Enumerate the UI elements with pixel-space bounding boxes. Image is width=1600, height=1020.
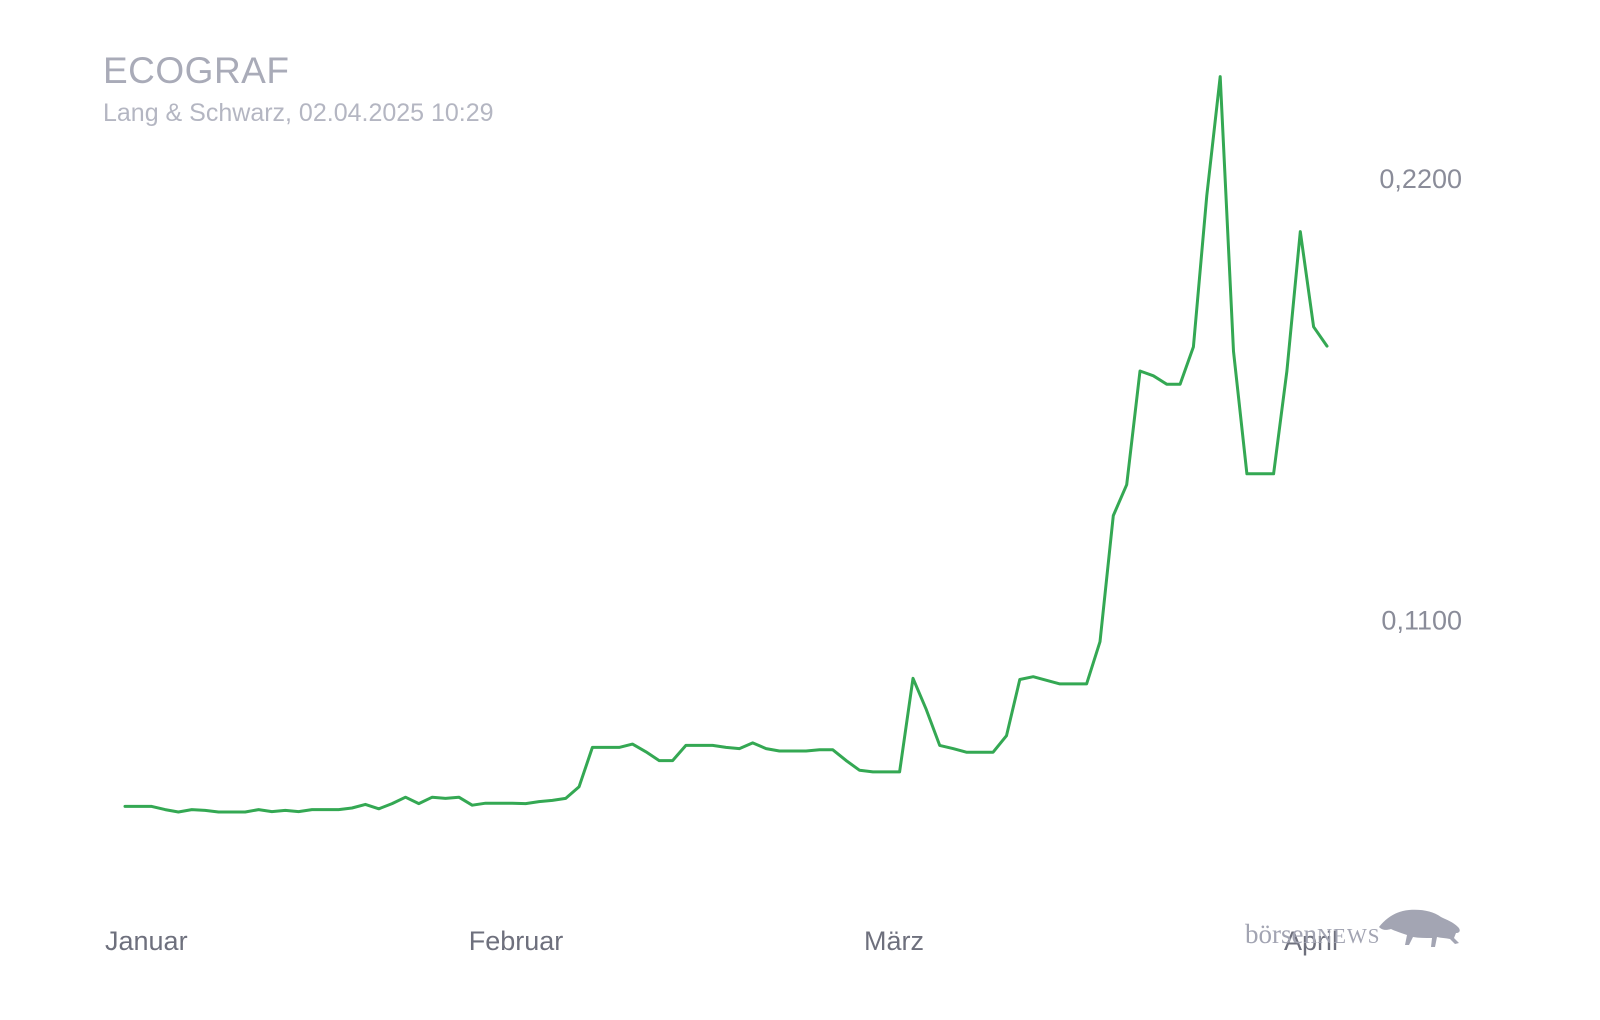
- y-tick-label: 0,2200: [1379, 164, 1462, 194]
- y-tick-label: 0,1100: [1381, 606, 1462, 636]
- chart-subtitle: Lang & Schwarz, 02.04.2025 10:29: [103, 99, 494, 127]
- brand-wordmark: börsenNEWS: [1245, 919, 1380, 950]
- chart-title: ECOGRAF: [103, 50, 290, 91]
- bull-icon: [1379, 909, 1460, 947]
- x-tick-label: Januar: [105, 926, 188, 956]
- x-tick-label: März: [864, 926, 924, 956]
- x-tick-label: Februar: [469, 926, 564, 956]
- x-tick-label: April: [1284, 926, 1338, 956]
- brand-text-lower: börsen: [1245, 919, 1317, 949]
- price-series-line: [123, 75, 1329, 814]
- boersennews-logo: börsenNEWS: [1245, 909, 1465, 970]
- brand-text-upper: NEWS: [1316, 924, 1381, 948]
